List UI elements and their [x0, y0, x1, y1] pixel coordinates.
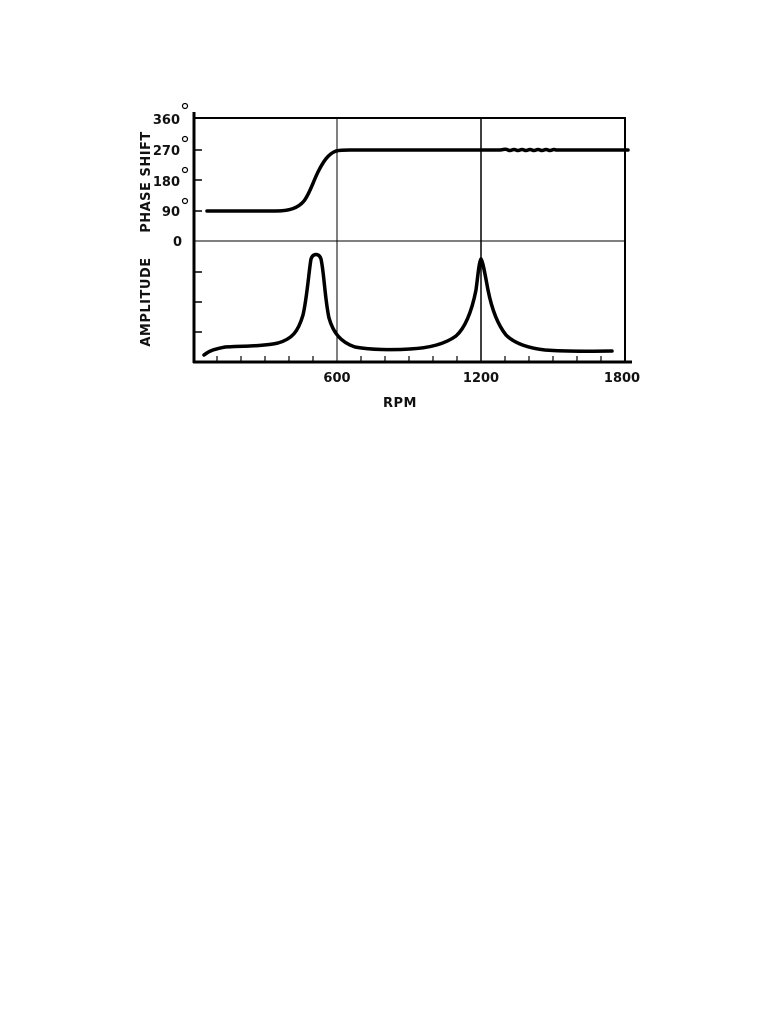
y-axis-ticks — [194, 149, 202, 333]
amplitude-curve — [202, 252, 614, 357]
phase-axis-title: PHASE SHIFT — [139, 131, 154, 233]
tick-90: 90 — [162, 205, 180, 220]
degree-icon — [181, 197, 189, 205]
x-tick-labels: 600 1200 1800 — [323, 371, 640, 386]
tick-270: 270 — [153, 144, 180, 159]
degree-icon — [181, 135, 189, 143]
plot-frame — [192, 112, 632, 364]
tick-0: 0 — [173, 235, 182, 250]
phase-shift-curve — [205, 147, 630, 213]
tick-1200: 1200 — [463, 371, 499, 386]
tick-180: 180 — [153, 175, 180, 190]
degree-icon — [181, 102, 189, 110]
phase-tick-labels: 360 270 180 90 0 — [153, 102, 189, 250]
tick-360: 360 — [153, 113, 180, 128]
degree-icon — [181, 166, 189, 174]
x-axis-title: RPM — [383, 396, 417, 411]
x-axis-minor-ticks — [216, 356, 602, 362]
tick-1800: 1800 — [604, 371, 640, 386]
amplitude-axis-title: AMPLITUDE — [139, 257, 154, 346]
tick-600: 600 — [323, 371, 350, 386]
